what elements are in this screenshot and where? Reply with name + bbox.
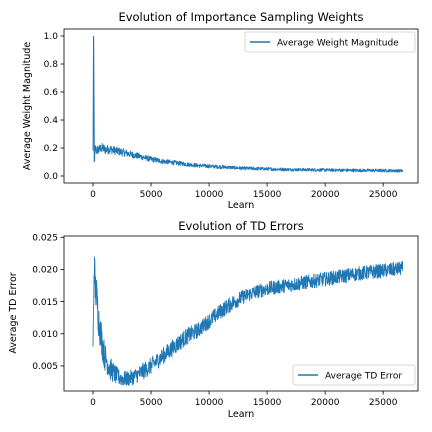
chart-title: Evolution of Importance Sampling Weights bbox=[118, 10, 363, 24]
axes-frame bbox=[63, 235, 419, 392]
x-tick-label: 15000 bbox=[253, 398, 282, 408]
series-line bbox=[92, 256, 404, 386]
y-tick-label: 0.005 bbox=[32, 362, 58, 372]
x-tick-label: 20000 bbox=[311, 190, 340, 200]
chart-weights: Evolution of Importance Sampling Weights… bbox=[22, 10, 419, 211]
y-tick-label: 0.2 bbox=[44, 144, 58, 154]
x-axis-ticks: 0 5000 10000 15000 20000 25000 bbox=[90, 183, 398, 200]
legend-label: Average Weight Magnitude bbox=[277, 39, 399, 49]
series-line bbox=[92, 35, 404, 173]
y-tick-label: 0.010 bbox=[32, 330, 58, 340]
x-tick-label: 25000 bbox=[369, 398, 398, 408]
x-tick-label: 0 bbox=[90, 398, 96, 408]
x-axis-ticks: 0 5000 10000 15000 20000 25000 bbox=[90, 391, 398, 408]
y-tick-label: 0.020 bbox=[32, 266, 58, 276]
y-tick-label: 0.025 bbox=[32, 233, 58, 243]
x-tick-label: 10000 bbox=[195, 190, 224, 200]
x-tick-label: 5000 bbox=[140, 190, 163, 200]
y-tick-label: 1.0 bbox=[44, 32, 59, 42]
x-tick-label: 5000 bbox=[140, 398, 163, 408]
axes-frame bbox=[63, 28, 419, 184]
y-tick-label: 0.4 bbox=[44, 116, 59, 126]
x-axis-label: Learn bbox=[228, 200, 255, 211]
legend: Average TD Error bbox=[292, 364, 416, 386]
chart-td-errors: Evolution of TD Errors 0 5000 10000 15000 20… bbox=[8, 219, 419, 420]
y-axis-label: Average TD Error bbox=[8, 272, 19, 353]
legend-box bbox=[292, 364, 416, 386]
plot-area bbox=[92, 35, 404, 173]
x-tick-label: 15000 bbox=[253, 190, 282, 200]
y-axis-ticks: 0.005 0.010 0.015 0.020 0.025 bbox=[32, 233, 64, 372]
legend-label: Average TD Error bbox=[325, 372, 402, 382]
chart-title: Evolution of TD Errors bbox=[178, 219, 304, 233]
x-tick-label: 0 bbox=[90, 190, 96, 200]
y-tick-label: 0.8 bbox=[44, 60, 59, 70]
legend: Average Weight Magnitude bbox=[244, 31, 416, 53]
x-tick-label: 20000 bbox=[311, 398, 340, 408]
y-tick-label: 0.0 bbox=[44, 172, 59, 182]
x-tick-label: 25000 bbox=[369, 190, 398, 200]
y-tick-label: 0.015 bbox=[32, 298, 58, 308]
x-tick-label: 10000 bbox=[195, 398, 224, 408]
plot-area bbox=[92, 256, 404, 386]
y-axis-label: Average Weight Magnitude bbox=[22, 42, 33, 171]
y-tick-label: 0.6 bbox=[44, 88, 59, 98]
legend-box bbox=[244, 31, 416, 53]
x-axis-label: Learn bbox=[228, 409, 255, 420]
y-axis-ticks: 0.0 0.2 0.4 0.6 0.8 1.0 bbox=[44, 32, 64, 182]
